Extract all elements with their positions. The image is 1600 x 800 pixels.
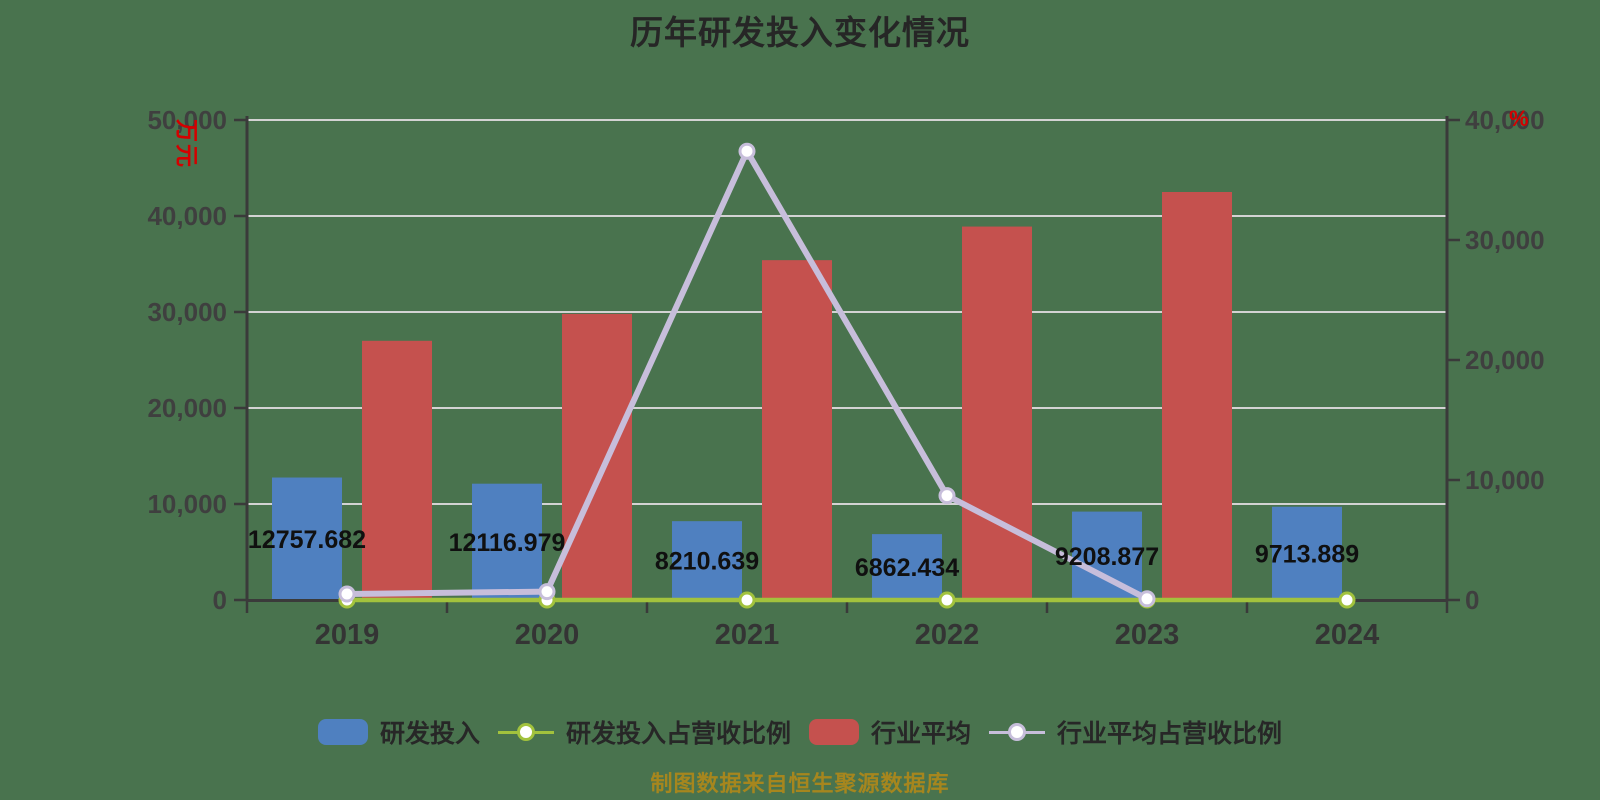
legend-swatch-lavender-line-marker bbox=[989, 722, 1046, 742]
chart-title: 历年研发投入变化情况 bbox=[630, 14, 970, 51]
bar-industry-average-2023 bbox=[1162, 192, 1232, 600]
right-axis-tick-label: 0 bbox=[1465, 585, 1479, 615]
left-axis-tick-label: 50,000 bbox=[147, 105, 227, 135]
legend-item-rd-ratio[interactable]: 研发投入占营收比例 bbox=[497, 714, 791, 750]
marker-rd-ratio-2022 bbox=[938, 591, 956, 609]
left-axis-tick-label: 40,000 bbox=[147, 201, 227, 231]
bar-industry-average-2022 bbox=[962, 226, 1032, 600]
legend: 研发投入 研发投入占营收比例 行业平均 行业平均占营收比例 bbox=[0, 714, 1600, 750]
legend-swatch-blue-bar bbox=[317, 719, 368, 745]
legend-label-rd-ratio: 研发投入占营收比例 bbox=[565, 720, 791, 748]
left-axis-tick-label: 20,000 bbox=[147, 393, 227, 423]
left-axis-unit-label: 万元 bbox=[174, 119, 200, 169]
left-axis-tick-label: 0 bbox=[213, 585, 227, 615]
legend-item-rd-investment[interactable]: 研发投入 bbox=[317, 714, 480, 750]
marker-industry-ratio-2020 bbox=[538, 583, 556, 601]
right-axis-tick-label: 20,000 bbox=[1465, 345, 1545, 375]
bar-value-label-2024: 9713.889 bbox=[1255, 540, 1359, 568]
bar-rd-investment-2020 bbox=[472, 483, 542, 600]
bar-rd-investment-2021 bbox=[672, 521, 742, 600]
bar-value-label-2022: 6862.434 bbox=[855, 554, 959, 582]
legend-item-industry-ratio[interactable]: 行业平均占营收比例 bbox=[989, 714, 1282, 750]
right-axis-tick-label: 40,000 bbox=[1465, 105, 1545, 135]
marker-industry-ratio-2021 bbox=[738, 142, 756, 160]
legend-swatch-red-bar bbox=[809, 719, 859, 745]
marker-industry-ratio-2022 bbox=[938, 487, 956, 505]
bar-rd-investment-2022 bbox=[872, 534, 942, 600]
marker-rd-ratio-2024 bbox=[1338, 591, 1356, 609]
right-axis-tick-label: 30,000 bbox=[1465, 225, 1545, 255]
left-axis-tick-label: 10,000 bbox=[147, 489, 227, 519]
marker-rd-ratio-2021 bbox=[738, 591, 756, 609]
x-axis-label-2023: 2023 bbox=[1115, 619, 1180, 651]
legend-label-rd-investment: 研发投入 bbox=[379, 720, 480, 748]
left-axis-tick-label: 30,000 bbox=[147, 297, 227, 327]
bar-value-label-2020: 12116.979 bbox=[449, 529, 566, 557]
marker-industry-ratio-2019 bbox=[338, 585, 356, 603]
bar-industry-average-2020 bbox=[562, 313, 632, 600]
legend-item-industry-average[interactable]: 行业平均 bbox=[809, 714, 971, 750]
bar-rd-investment-2024 bbox=[1272, 506, 1342, 600]
right-axis-unit-label: % bbox=[1509, 106, 1529, 131]
x-axis-label-2021: 2021 bbox=[715, 619, 780, 651]
x-axis-label-2019: 2019 bbox=[315, 619, 380, 651]
bar-industry-average-2019 bbox=[362, 340, 432, 600]
x-axis-label-2022: 2022 bbox=[915, 619, 980, 651]
bar-value-label-2019: 12757.682 bbox=[248, 526, 366, 554]
bar-value-label-2023: 9208.877 bbox=[1055, 543, 1159, 571]
legend-swatch-green-line-marker bbox=[497, 722, 554, 742]
legend-label-industry-average: 行业平均 bbox=[871, 720, 972, 748]
x-axis-label-2020: 2020 bbox=[515, 619, 580, 651]
marker-industry-ratio-2023 bbox=[1138, 590, 1156, 608]
legend-label-industry-ratio: 行业平均占营收比例 bbox=[1057, 720, 1283, 748]
right-axis-tick-label: 10,000 bbox=[1465, 465, 1545, 495]
x-axis-label-2024: 2024 bbox=[1315, 619, 1380, 651]
data-source-note: 制图数据来自恒生聚源数据库 bbox=[650, 771, 950, 796]
bar-rd-investment-2023 bbox=[1072, 511, 1142, 600]
bar-rd-investment-2019 bbox=[272, 477, 342, 600]
bar-value-label-2021: 8210.639 bbox=[655, 548, 759, 576]
bar-industry-average-2021 bbox=[762, 260, 832, 600]
